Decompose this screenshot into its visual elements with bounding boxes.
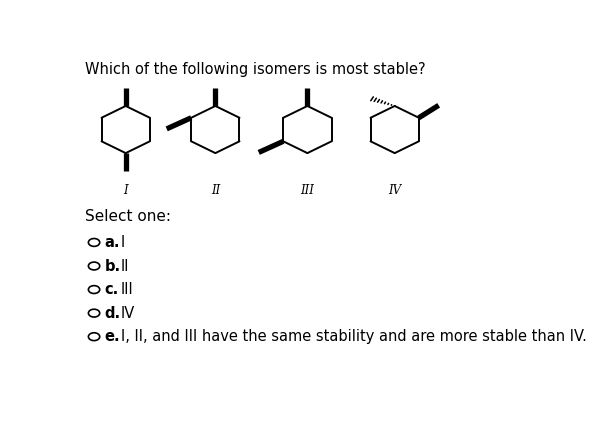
Text: II: II [211, 184, 220, 197]
Text: Select one:: Select one: [85, 209, 171, 224]
Text: I: I [121, 235, 125, 250]
Text: I: I [124, 184, 128, 197]
Text: IV: IV [388, 184, 401, 197]
Text: II: II [121, 258, 130, 274]
Text: I, II, and III have the same stability and are more stable than IV.: I, II, and III have the same stability a… [121, 329, 587, 344]
Text: IV: IV [121, 306, 135, 320]
Text: Which of the following isomers is most stable?: Which of the following isomers is most s… [85, 62, 425, 77]
Text: e.: e. [105, 329, 120, 344]
Text: b.: b. [105, 258, 121, 274]
Text: III: III [300, 184, 314, 197]
Text: c.: c. [105, 282, 119, 297]
Text: III: III [121, 282, 134, 297]
Text: d.: d. [105, 306, 121, 320]
Text: a.: a. [105, 235, 120, 250]
